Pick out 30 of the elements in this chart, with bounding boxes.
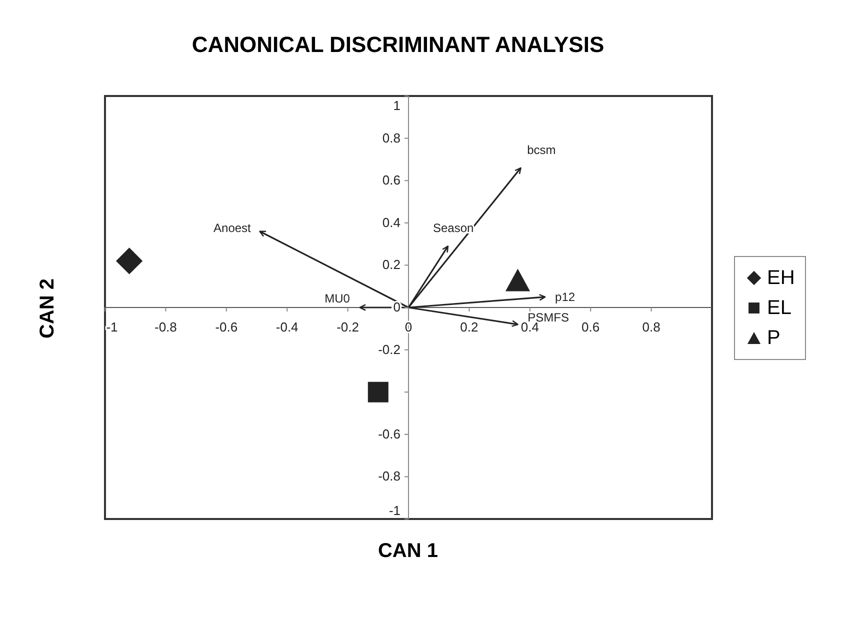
- x-tick-label: -1: [106, 320, 118, 334]
- series-label: Season: [433, 220, 474, 235]
- y-tick-label: -1: [388, 503, 400, 518]
- y-tick-label: 0: [393, 300, 400, 314]
- x-tick-label: -0.8: [154, 320, 177, 334]
- series-label: p12: [555, 290, 576, 304]
- x-tick-label: 0.2: [460, 320, 478, 334]
- y-tick-label: 0.4: [382, 214, 400, 230]
- y-tick-label: 0.6: [382, 172, 400, 188]
- y-axis-title: CAN 2: [36, 278, 60, 338]
- x-axis-title: CAN 1: [376, 540, 439, 563]
- y-tick-label: 0.2: [382, 257, 400, 272]
- chart-title: CANONICAL DISCRIMINANT ANALYSIS: [190, 31, 606, 59]
- series-label: MU0: [324, 292, 350, 306]
- x-tick-label: -0.2: [336, 320, 360, 334]
- legend-label: P: [767, 326, 780, 350]
- series-label: bcsm: [527, 143, 556, 158]
- x-tick-label: -0.4: [276, 320, 298, 334]
- legend-label: EL: [767, 296, 792, 320]
- x-tick-label: -0.6: [215, 320, 238, 334]
- x-tick-label: 0.6: [582, 320, 600, 334]
- series-label: Anoest: [214, 220, 252, 235]
- y-tick-label: 1: [393, 98, 400, 113]
- legend-label: EH: [767, 266, 795, 290]
- x-tick-label: 0: [404, 320, 412, 334]
- y-tick-label: -0.2: [378, 342, 400, 357]
- y-tick-label: 0.8: [382, 130, 400, 146]
- y-tick-label: -0.6: [378, 426, 400, 442]
- y-tick-label: -0.8: [378, 468, 400, 484]
- x-tick-label: 0.8: [642, 320, 660, 334]
